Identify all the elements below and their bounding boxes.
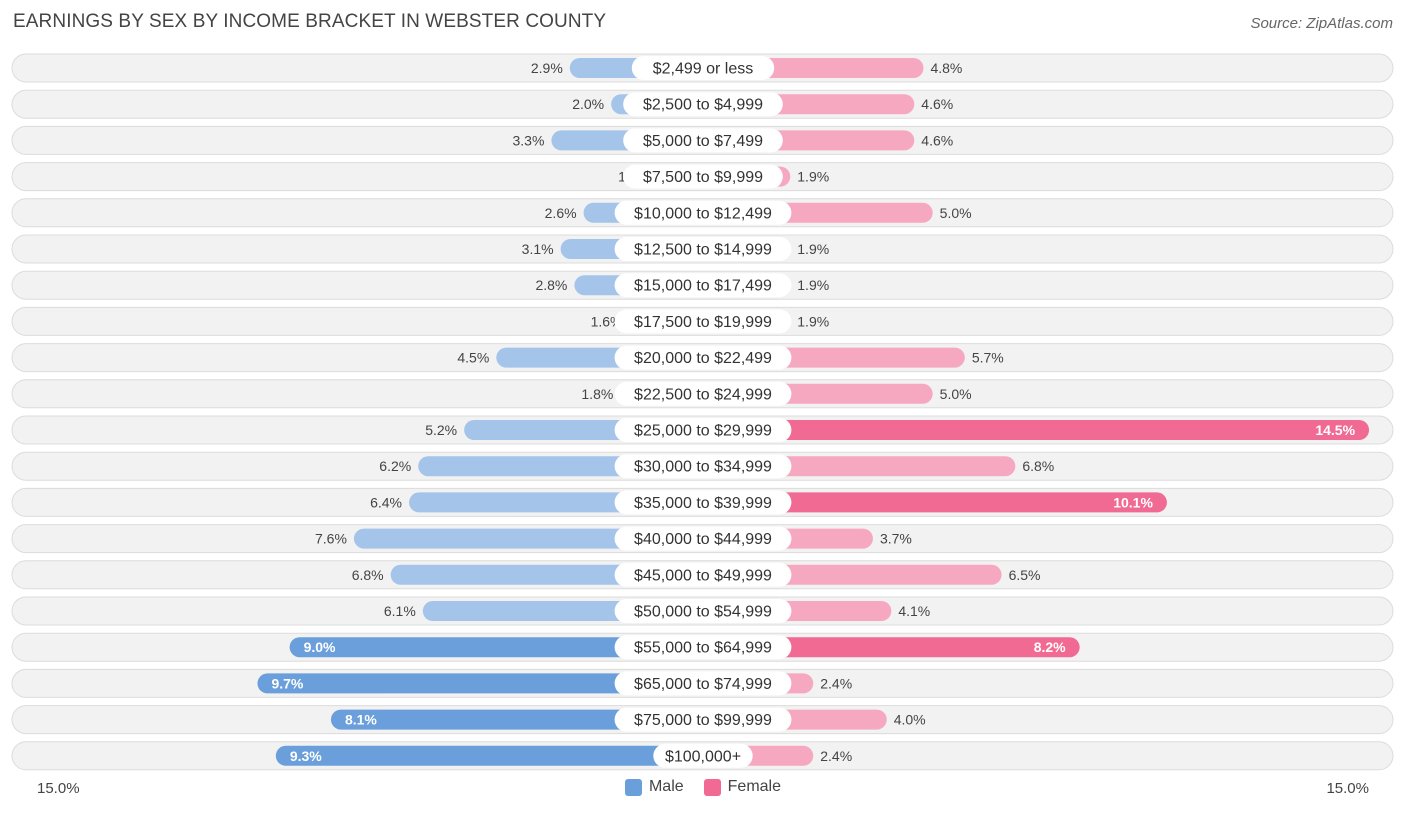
female-value-label: 10.1% (1113, 494, 1153, 510)
category-label: $40,000 to $44,999 (634, 531, 772, 548)
male-bar (275, 745, 703, 766)
category-label-pill (614, 273, 792, 298)
female-value-label: 1.9% (797, 313, 829, 329)
category-label: $35,000 to $39,999 (634, 495, 772, 512)
category-label-pill (614, 200, 792, 225)
female-value-label: 5.0% (940, 386, 972, 402)
category-label-pill (614, 671, 792, 696)
female-value-label: 6.8% (1022, 458, 1054, 474)
female-value-label: 5.0% (940, 205, 972, 221)
category-label-pill (623, 92, 783, 117)
female-value-label: 2.4% (820, 675, 852, 691)
female-value-label: 4.8% (930, 60, 962, 76)
category-label-pill (614, 707, 792, 732)
category-label-pill (614, 490, 792, 515)
male-value-label: 8.1% (345, 712, 377, 728)
category-label-pill (614, 526, 792, 551)
legend: Male Female (0, 778, 1406, 796)
category-label-pill (614, 562, 792, 587)
category-label: $2,500 to $4,999 (643, 97, 763, 114)
male-value-label: 9.3% (290, 748, 322, 764)
category-label-pill (614, 635, 792, 660)
female-value-label: 14.5% (1315, 422, 1355, 438)
male-value-label: 6.2% (379, 458, 411, 474)
male-value-label: 9.0% (304, 639, 336, 655)
category-label-pill (614, 599, 792, 623)
category-label-pill (614, 309, 792, 334)
female-bar (703, 420, 1370, 440)
male-value-label: 2.0% (572, 96, 604, 112)
category-label: $20,000 to $22,499 (634, 350, 772, 367)
female-value-label: 1.9% (797, 169, 829, 185)
category-label: $100,000+ (665, 748, 741, 765)
category-label-pill (653, 743, 753, 768)
category-label: $55,000 to $64,999 (634, 640, 772, 657)
male-bar (289, 637, 703, 658)
male-value-label: 9.7% (271, 675, 303, 691)
category-label: $45,000 to $49,999 (634, 567, 772, 584)
category-label-pill (614, 345, 792, 370)
category-label: $50,000 to $54,999 (634, 604, 772, 621)
male-bar (257, 673, 703, 694)
male-value-label: 2.6% (545, 205, 577, 221)
category-label-pill (631, 56, 775, 80)
male-value-label: 7.6% (315, 531, 347, 547)
female-value-label: 4.1% (898, 603, 930, 619)
female-value-label: 1.9% (797, 241, 829, 257)
category-label: $2,499 or less (653, 61, 754, 78)
category-label-pill (623, 128, 783, 153)
male-value-label: 1.6% (591, 313, 623, 329)
axis-left-label: 15.0% (37, 780, 80, 797)
axis-right-label: 15.0% (1326, 780, 1369, 797)
female-value-label: 4.0% (894, 712, 926, 728)
female-value-label: 3.7% (880, 531, 912, 547)
female-value-label: 4.6% (921, 132, 953, 148)
legend-label-male: Male (648, 778, 684, 795)
category-label: $22,500 to $24,999 (634, 386, 772, 403)
category-label: $10,000 to $12,499 (634, 205, 772, 222)
female-value-label: 2.4% (820, 748, 852, 764)
category-label-pill (614, 418, 792, 442)
category-label: $30,000 to $34,999 (634, 459, 772, 476)
female-value-label: 5.7% (972, 350, 1004, 366)
category-label: $17,500 to $19,999 (634, 314, 772, 331)
male-value-label: 6.8% (352, 567, 384, 583)
female-value-label: 4.6% (921, 96, 953, 112)
category-label: $12,500 to $14,999 (634, 242, 772, 259)
female-bar (703, 492, 1167, 513)
category-label: $25,000 to $29,999 (634, 423, 772, 440)
male-value-label: 3.3% (512, 132, 544, 148)
male-value-label: 4.5% (457, 350, 489, 366)
male-value-label: 1.8% (581, 386, 613, 402)
category-label: $5,000 to $7,499 (643, 133, 763, 150)
male-value-label: 5.2% (425, 422, 457, 438)
male-value-label: 2.8% (535, 277, 567, 293)
category-label-pill (614, 454, 792, 479)
male-value-label: 3.1% (522, 241, 554, 257)
chart-title: EARNINGS BY SEX BY INCOME BRACKET IN WEB… (13, 11, 607, 32)
category-label: $7,500 to $9,999 (643, 169, 763, 186)
legend-label-female: Female (727, 778, 782, 795)
female-value-label: 1.9% (797, 277, 829, 293)
legend-swatch-female (703, 778, 721, 796)
category-label: $15,000 to $17,499 (634, 278, 772, 295)
legend-item-female[interactable]: Female (703, 778, 782, 796)
category-label-pill (614, 381, 792, 406)
category-label: $75,000 to $99,999 (634, 712, 772, 729)
female-value-label: 8.2% (1034, 639, 1066, 655)
category-label-pill (614, 237, 792, 261)
source-note: Source: ZipAtlas.com (1250, 15, 1393, 32)
male-value-label: 6.4% (370, 494, 402, 510)
male-bar (330, 709, 703, 730)
legend-item-male[interactable]: Male (624, 778, 684, 796)
legend-swatch-male (624, 778, 642, 796)
male-value-label: 6.1% (384, 603, 416, 619)
male-value-label: 2.9% (531, 60, 563, 76)
category-label: $65,000 to $74,999 (634, 676, 772, 693)
female-value-label: 6.5% (1009, 567, 1041, 583)
category-label-pill (623, 164, 783, 189)
female-bar (703, 637, 1080, 658)
